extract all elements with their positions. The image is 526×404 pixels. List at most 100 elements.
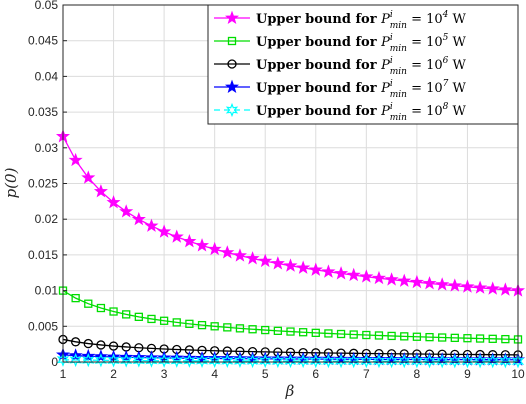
data-point (221, 353, 234, 369)
data-point (409, 274, 424, 289)
data-point (195, 353, 209, 368)
legend-unit: W (448, 35, 466, 50)
legend-label: Upper bound for Pi min = 104 W (256, 10, 467, 31)
y-tick-label: 0.04 (35, 69, 59, 83)
data-point (321, 264, 336, 278)
data-point (397, 273, 412, 287)
data-point (157, 224, 172, 238)
data-point (463, 334, 472, 343)
legend-label-text: Upper bound for (256, 81, 381, 96)
data-point (83, 338, 93, 349)
series-5 (56, 352, 525, 369)
legend-label: Upper bound for Pi min = 105 W (256, 33, 467, 54)
data-point (447, 278, 462, 292)
legend-marker (224, 10, 240, 24)
data-point (208, 353, 221, 368)
data-point (322, 353, 335, 369)
data-point (134, 312, 143, 321)
data-point (296, 353, 310, 369)
legend-marker (224, 79, 240, 93)
legend-unit: W (448, 104, 466, 119)
y-tick-label: 0.035 (28, 105, 58, 119)
data-point (347, 354, 360, 369)
data-point (233, 353, 247, 369)
legend-exponent: 8 (443, 102, 449, 112)
data-point (169, 229, 184, 243)
data-point (246, 353, 259, 369)
data-point (298, 328, 308, 337)
data-point (69, 352, 82, 368)
data-point (485, 281, 500, 295)
data-point (334, 354, 348, 369)
data-point (144, 218, 159, 232)
legend-marker (227, 59, 237, 69)
legend-label-text: Upper bound for (256, 12, 381, 27)
series-line (62, 359, 519, 362)
y-tick-label: 0.015 (28, 248, 58, 262)
data-point (210, 322, 219, 331)
data-point (473, 280, 488, 294)
data-point (245, 251, 260, 265)
data-point (498, 282, 513, 296)
data-point (374, 331, 384, 340)
data-point (170, 353, 183, 368)
y-tick-label: 0.05 (35, 0, 59, 12)
data-point (499, 354, 512, 369)
data-point (185, 319, 194, 328)
data-point (511, 354, 525, 369)
data-point (336, 329, 346, 339)
data-point (460, 279, 475, 293)
data-point (82, 353, 95, 368)
legend-equals: = 10 (407, 81, 443, 96)
data-point (93, 184, 108, 198)
data-point (475, 334, 485, 343)
legend-marker (227, 36, 237, 46)
legend-subscript: min (390, 44, 407, 54)
data-point (362, 330, 371, 340)
data-point (349, 330, 358, 339)
x-tick-label: 3 (161, 367, 168, 381)
legend-item: Upper bound for Pi min = 106 W (214, 56, 467, 77)
data-point (450, 333, 459, 343)
legend-symbol: P (380, 12, 390, 27)
series-2 (58, 286, 523, 344)
legend-exponent: 6 (443, 56, 449, 66)
legend-superscript: i (390, 102, 393, 112)
legend-equals: = 10 (407, 35, 443, 50)
data-point (159, 316, 169, 325)
data-point (371, 270, 386, 285)
legend-label-text: Upper bound for (256, 104, 381, 119)
x-tick-label: 2 (110, 367, 117, 381)
legend-item: Upper bound for Pi min = 107 W (214, 79, 467, 100)
data-point (220, 245, 235, 259)
x-tick-label: 5 (262, 367, 269, 381)
legend-equals: = 10 (407, 104, 443, 119)
data-point (109, 307, 118, 316)
legend-symbol: P (380, 58, 390, 73)
data-point (488, 334, 497, 343)
data-point (195, 350, 210, 365)
data-point (410, 354, 424, 369)
legend-label: Upper bound for Pi min = 108 W (256, 102, 467, 123)
data-point (259, 353, 272, 369)
data-point (271, 353, 285, 369)
legend-unit: W (448, 81, 466, 96)
legend-symbol: P (380, 104, 390, 119)
legend-label-text: Upper bound for (256, 58, 381, 73)
legend-exponent: 5 (443, 33, 449, 43)
series-line (62, 290, 519, 341)
legend-item: Upper bound for Pi min = 108 W (214, 102, 467, 123)
y-tick-label: 0.025 (28, 177, 58, 191)
data-point (423, 354, 436, 369)
data-point (132, 353, 146, 368)
data-point (425, 332, 434, 342)
data-point (119, 204, 134, 218)
data-point (232, 351, 247, 365)
y-tick-label: 0.01 (35, 284, 59, 298)
data-point (147, 314, 156, 324)
data-point (387, 331, 396, 341)
data-point (360, 354, 373, 369)
data-point (96, 340, 106, 350)
legend-item: Upper bound for Pi min = 104 W (214, 10, 467, 31)
data-point (71, 293, 80, 303)
